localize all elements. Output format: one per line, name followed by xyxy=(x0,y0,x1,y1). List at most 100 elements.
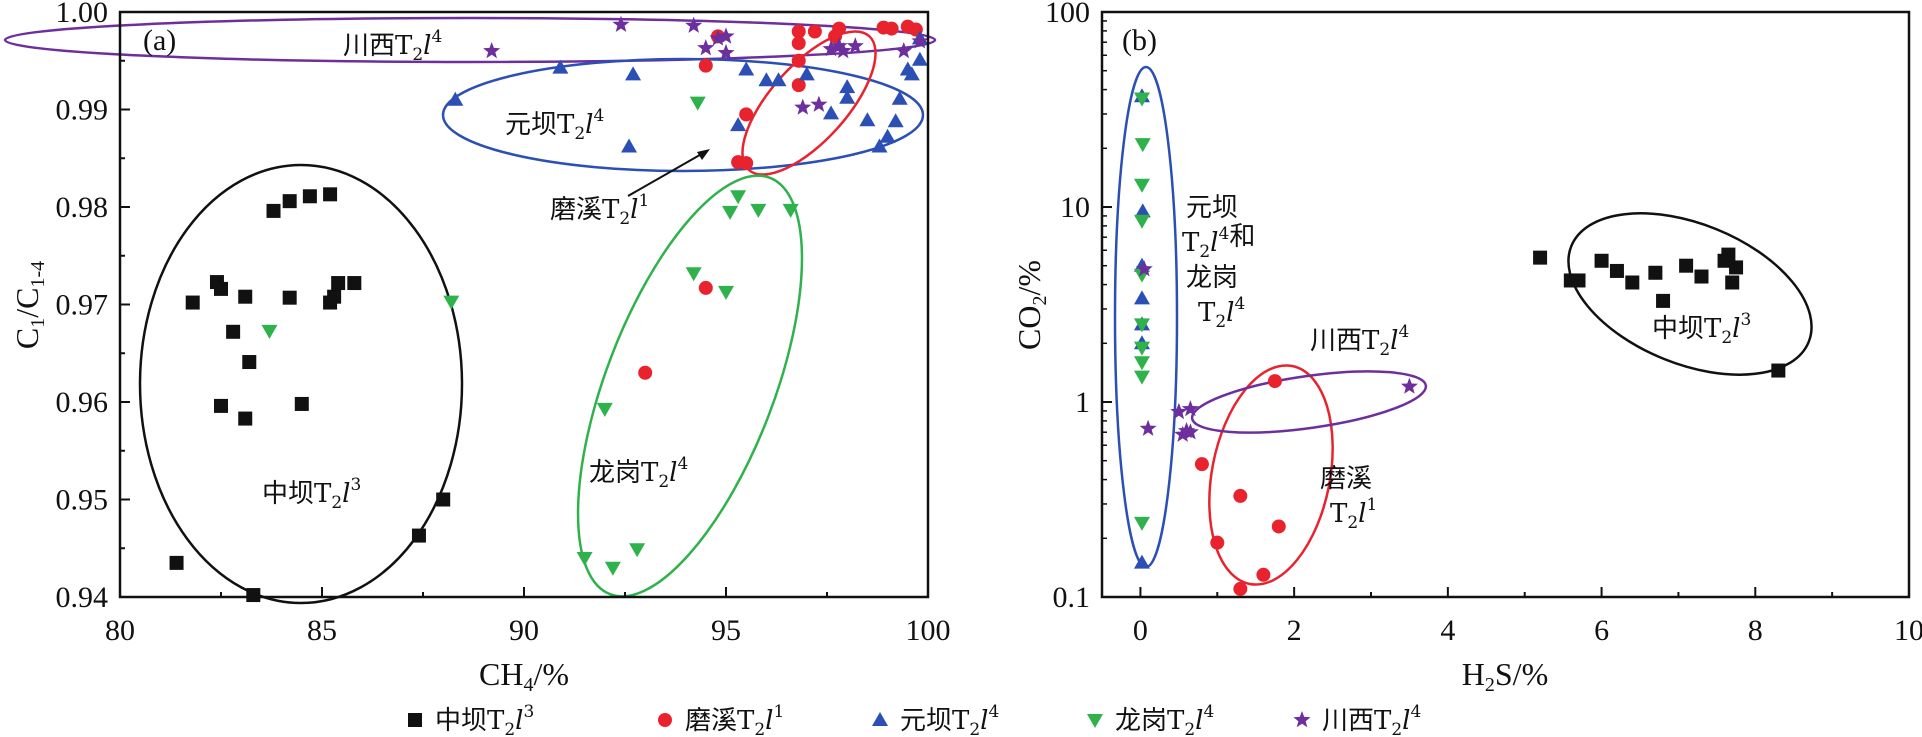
legend-marker xyxy=(1087,714,1103,728)
panel-b-point-s4-2 xyxy=(1170,402,1188,420)
panel-a-point-s2-0 xyxy=(447,91,464,106)
annotation-yuanba-b-line1: 元坝 xyxy=(1186,193,1238,223)
panel-a-point-s4-2 xyxy=(685,16,703,33)
panel-b-point-s0-11 xyxy=(1721,247,1736,262)
panel-a-annotations: 川西T2l4 元坝T2l4 磨溪T2l1 龙岗T2l4 中坝T2l3 xyxy=(262,27,710,513)
legend-item: 元坝T2l4 xyxy=(872,702,999,737)
panel-a-x-tick-label: 85 xyxy=(307,614,337,647)
panel-a-point-s2-2 xyxy=(621,138,638,153)
panel-a-point-s2-13 xyxy=(871,138,888,153)
annotation-zhongba-b: 中坝T2l3 xyxy=(1652,310,1751,348)
panel-b-point-s0-0 xyxy=(1533,250,1548,265)
panel-a-group-ellipses xyxy=(3,16,937,605)
panel-a-point-s2-4 xyxy=(730,117,747,132)
panel-a-point-s4-14 xyxy=(911,32,929,49)
ellipse-chuanxi-a xyxy=(3,16,937,64)
panel-a-y-tick-label: 0.97 xyxy=(56,289,109,322)
panel-a-point-s1-15 xyxy=(884,21,899,36)
panel-a-y-tick-label: 0.99 xyxy=(56,94,109,127)
panel-b-point-s3-6 xyxy=(1133,341,1150,356)
panel-a-ticks: 80 85 90 95 100 0.94 0.95 0.96 0.97 0.98 0.99 1.00 xyxy=(56,0,951,647)
panel-a-frame xyxy=(118,10,930,599)
panel-b-x-tick-label: 6 xyxy=(1594,614,1609,647)
panel-b-point-s3-0 xyxy=(1133,92,1150,107)
panel-a-point-s3-12 xyxy=(782,203,799,218)
legend: 中坝T2l3 磨溪T2l1 元坝T2l4 龙岗T2l4 川西T2l4 xyxy=(408,702,1421,737)
panel-a-point-s2-14 xyxy=(879,128,896,143)
panel-b-point-s1-5 xyxy=(1267,374,1282,389)
panel-a-point-s4-8 xyxy=(810,95,828,112)
panel-b-point-s1-6 xyxy=(1271,519,1286,534)
panel-a-point-s0-1 xyxy=(185,295,200,310)
panel-a-point-s2-15 xyxy=(887,113,904,128)
panel-a-point-s3-7 xyxy=(689,96,706,111)
legend-marker xyxy=(1293,711,1311,728)
panel-a-point-s4-4 xyxy=(709,29,727,46)
panel-a-y-axis-label: C1/C1-4 xyxy=(9,261,49,349)
panel-a-y-tick-label: 0.95 xyxy=(56,484,109,517)
annotation-longgang-a: 龙岗T2l4 xyxy=(589,454,688,492)
panel-a-point-s0-7 xyxy=(214,398,228,413)
legend-item: 川西T2l4 xyxy=(1293,702,1421,737)
panel-b-point-s0-2 xyxy=(1571,273,1586,288)
panel-a-point-s0-6 xyxy=(242,355,257,370)
ellipse-longgang-a xyxy=(576,174,804,598)
panel-a-x-tick-label: 80 xyxy=(105,614,135,647)
panel-a-point-s0-4 xyxy=(226,324,241,339)
panel-a-point-s0-9 xyxy=(266,203,281,218)
panel-b-x-tick-label: 0 xyxy=(1133,614,1148,647)
panel-a-point-s3-4 xyxy=(604,561,621,576)
panel-a-point-s2-19 xyxy=(911,51,928,66)
panel-a-point-s4-13 xyxy=(895,42,913,59)
panel-b-point-s1-4 xyxy=(1256,567,1271,582)
panel-a-point-s0-8 xyxy=(238,411,253,426)
annotation-longgang-b-line1: 龙岗 xyxy=(1186,263,1238,293)
panel-a-y-tick-label: 0.98 xyxy=(56,191,109,224)
annotation-yuanba-a: 元坝T2l4 xyxy=(505,106,604,144)
panel-a-point-s1-7 xyxy=(791,78,806,93)
ellipse-zhongba-a xyxy=(138,163,464,605)
panel-b-point-s0-6 xyxy=(1648,265,1663,280)
panel-a-point-s4-5 xyxy=(717,27,735,44)
panel-b-point-s3-8 xyxy=(1133,370,1150,385)
panel-b-point-s4-6 xyxy=(1181,423,1199,440)
panel-a-point-s0-13 xyxy=(323,187,338,202)
panel-b-point-s2-3 xyxy=(1133,290,1150,305)
panel-b-y-tick-label: 1 xyxy=(1075,386,1090,419)
panel-b-x-tick-label: 2 xyxy=(1287,614,1302,647)
panel-a-point-s0-20 xyxy=(436,492,451,507)
panel-b-point-s4-1 xyxy=(1139,419,1157,436)
panel-a-x-tick-label: 90 xyxy=(509,614,539,647)
legend-item: 磨溪T2l1 xyxy=(658,702,784,737)
panel-a-point-s2-6 xyxy=(758,72,775,87)
panel-a-point-s0-19 xyxy=(411,528,426,543)
ellipse-moxi-b xyxy=(1208,364,1334,586)
annotation-moxi-a: 磨溪T2l1 xyxy=(550,191,649,229)
panel-b-annotations: 元坝 T2l4和 龙岗 T2l4 川西T2l4 磨溪 T2l1 中坝T2l3 xyxy=(1182,193,1751,533)
panel-a-point-s4-0 xyxy=(483,42,501,59)
panel-a-point-s4-1 xyxy=(612,15,630,32)
panel-b-point-s1-0 xyxy=(1194,457,1209,472)
panel-a-point-s1-8 xyxy=(791,53,806,68)
panel-b-point-s0-5 xyxy=(1625,275,1640,290)
panel-a-point-s2-10 xyxy=(839,79,856,94)
panel-a-point-s4-3 xyxy=(697,39,715,56)
panel-a-point-s4-9 xyxy=(822,40,840,57)
panel-a-point-s1-2 xyxy=(698,58,713,73)
panel-b-point-s3-3 xyxy=(1133,214,1150,229)
panel-b-y-tick-label: 100 xyxy=(1045,0,1090,29)
panel-a-x-tick-label: 95 xyxy=(711,614,741,647)
annotation-moxi-b-line1: 磨溪 xyxy=(1320,464,1372,494)
legend-item: 龙岗T2l4 xyxy=(1087,702,1214,737)
panel-a-point-s4-7 xyxy=(794,98,812,115)
legend-label: 磨溪T2l1 xyxy=(685,702,784,737)
panel-a: 80 85 90 95 1000.940.950.960.970.980.991.00 … xyxy=(3,0,951,696)
panel-a-x-tick-label: 100 xyxy=(906,614,951,647)
panel-a-point-s0-16 xyxy=(331,276,346,291)
panel-b-point-s0-12 xyxy=(1725,275,1740,290)
annotation-moxi-arrow xyxy=(627,151,706,197)
panel-b-point-s0-13 xyxy=(1729,260,1744,275)
annotation-longgang-b-line2: T2l4 xyxy=(1198,294,1245,332)
panel-a-point-s0-15 xyxy=(327,289,342,304)
